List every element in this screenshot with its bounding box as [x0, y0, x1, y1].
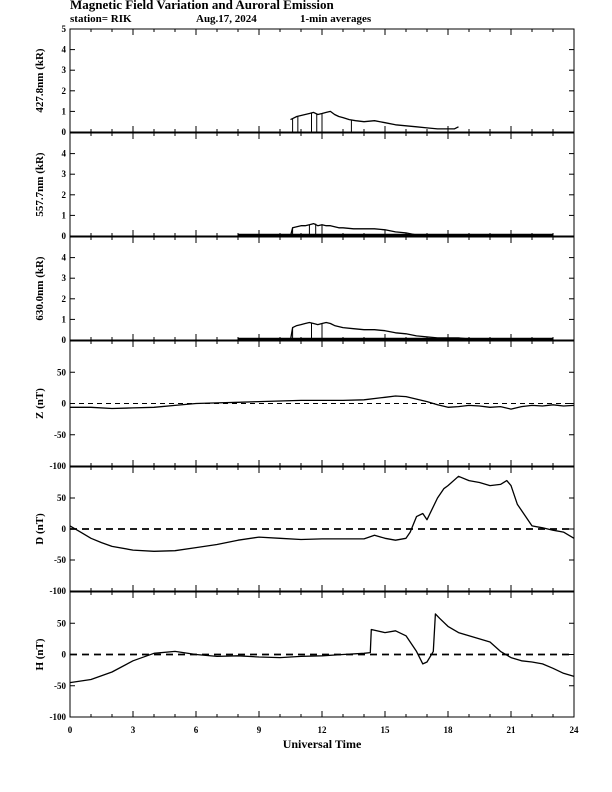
y-tick-label: -100 — [50, 712, 67, 722]
y-tick-label: -100 — [50, 461, 67, 471]
panel-2: 0 1 2 3 4 557.7nm (kR) — [34, 132, 575, 241]
y-axis-label: 557.7nm (kR) — [34, 152, 46, 217]
panel-frame — [69, 132, 575, 237]
page-title: Magnetic Field Variation and Auroral Emi… — [70, 0, 334, 12]
y-tick-label: 4 — [62, 253, 67, 263]
y-tick-label: 0 — [62, 335, 67, 345]
x-tick-label: 0 — [68, 725, 73, 735]
y-tick-label: 0 — [62, 231, 67, 241]
y-axis-label: 630.0nm (kR) — [34, 256, 46, 321]
y-tick-label: -100 — [50, 586, 67, 596]
series-line — [238, 321, 553, 341]
x-tick-label: 15 — [381, 725, 391, 735]
y-axis-label: 427.8nm (kR) — [34, 48, 46, 113]
y-tick-label: 0 — [62, 399, 67, 409]
y-tick-label: 50 — [57, 493, 67, 503]
series-line — [69, 613, 575, 684]
y-axis-label: H (nT) — [34, 638, 46, 670]
y-tick-label: 1 — [62, 106, 67, 116]
x-axis: 0 3 6 9 12 15 18 21 24 Universal Time — [68, 725, 579, 751]
y-tick-label: 3 — [62, 65, 67, 75]
y-tick-label: 2 — [62, 86, 67, 96]
y-tick-label: 2 — [62, 190, 67, 200]
x-tick-label: 6 — [194, 725, 199, 735]
averaging-label: 1-min averages — [300, 13, 372, 25]
y-tick-label: -50 — [54, 681, 66, 691]
y-tick-label: 4 — [62, 45, 67, 55]
panel-3: 0 1 2 3 4 630.0nm (kR) — [34, 236, 575, 345]
series-line — [290, 110, 459, 130]
y-tick-label: 0 — [62, 127, 67, 137]
panel-4: -100 -50 0 50 Z (nT) — [34, 340, 575, 471]
series-line — [69, 475, 575, 552]
y-tick-label: 50 — [57, 367, 67, 377]
panel-1: 0 1 2 3 4 5 427.8nm (kR) — [34, 24, 575, 137]
y-tick-label: -50 — [54, 555, 66, 565]
y-tick-label: 0 — [62, 524, 67, 534]
y-tick-label: 3 — [62, 169, 67, 179]
x-tick-label: 21 — [507, 725, 517, 735]
y-tick-label: -50 — [54, 430, 66, 440]
y-tick-label: 3 — [62, 273, 67, 283]
y-tick-label: 4 — [62, 149, 67, 159]
station-label: station= RIK — [70, 13, 132, 25]
y-tick-label: 0 — [62, 650, 67, 660]
panel-6: -100 -50 0 50 H (nT) — [34, 591, 575, 722]
panels-group: 0 1 2 3 4 5 427.8nm (kR) 0 1 2 3 4 557.7nm (kR) 0 1 2 3 4… — [34, 24, 575, 722]
x-tick-label: 9 — [257, 725, 262, 735]
y-axis-label: D (nT) — [34, 513, 46, 545]
x-tick-label: 24 — [570, 725, 580, 735]
panel-5: -100 -50 0 50 D (nT) — [34, 466, 575, 596]
x-tick-label: 12 — [318, 725, 328, 735]
y-axis-label: Z (nT) — [34, 388, 46, 419]
x-axis-label: Universal Time — [283, 737, 362, 751]
series-line — [238, 222, 553, 237]
x-tick-label: 3 — [131, 725, 136, 735]
y-tick-label: 1 — [62, 210, 67, 220]
date-label: Aug.17, 2024 — [196, 13, 257, 25]
y-tick-label: 1 — [62, 314, 67, 324]
series-line — [70, 395, 575, 410]
x-tick-label: 18 — [444, 725, 454, 735]
y-tick-label: 2 — [62, 294, 67, 304]
y-tick-label: 5 — [62, 24, 67, 34]
y-tick-label: 50 — [57, 618, 67, 628]
